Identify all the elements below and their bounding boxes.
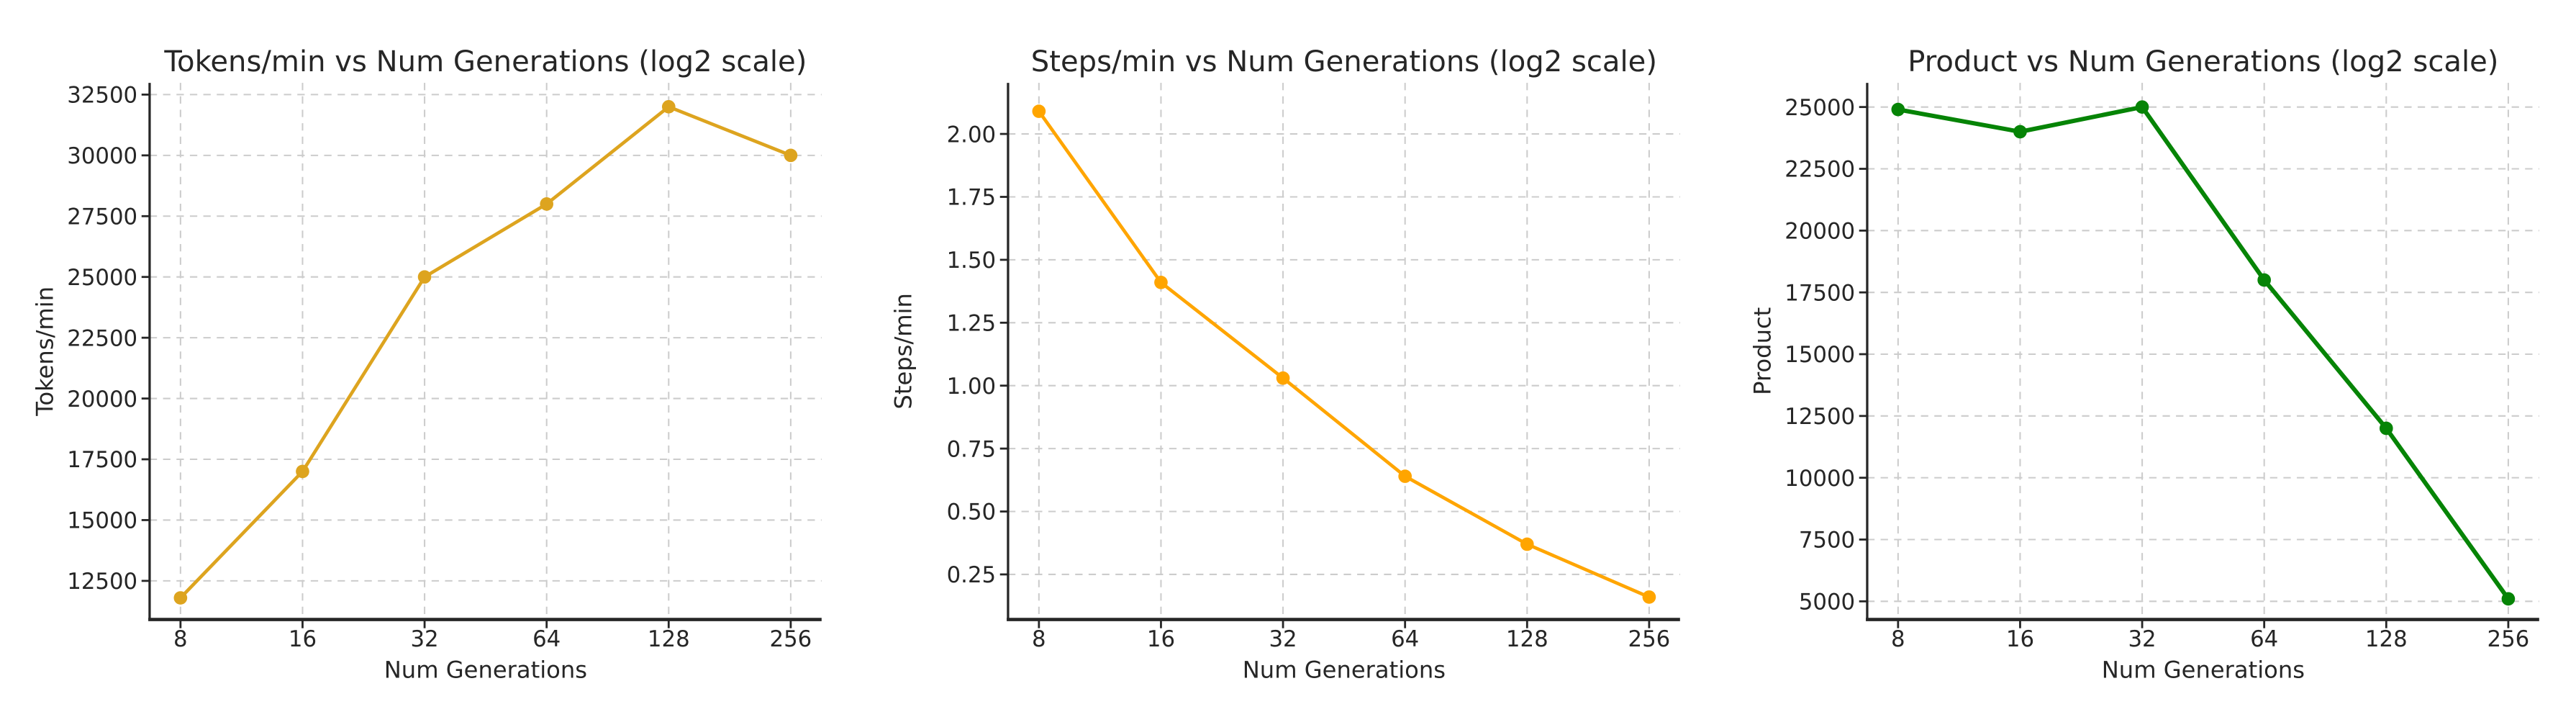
x-tick-label: 128 <box>2365 626 2408 652</box>
x-tick-label: 128 <box>1506 626 1548 652</box>
tick-marks <box>141 94 792 628</box>
x-tick-label: 256 <box>2487 626 2529 652</box>
y-tick-label: 30000 <box>67 143 137 169</box>
tick-marks <box>1000 132 1651 628</box>
y-tick-label: 2.00 <box>947 122 997 148</box>
tokens-min-line-series <box>178 104 793 600</box>
chart-background <box>29 35 830 694</box>
x-axis-label: Num Generations <box>384 657 587 684</box>
product-data-point <box>2501 592 2515 606</box>
product-data-point <box>2379 421 2393 436</box>
chart-background <box>1746 35 2547 694</box>
tokens-min-data-point <box>540 197 554 211</box>
y-tick-label: 22500 <box>1784 157 1855 183</box>
x-tick-label: 64 <box>532 626 561 652</box>
chart-panel-product: 5000 7500 10000 12500 15000 17500 20000 22500 25… <box>1746 12 2547 717</box>
y-tick-label: 15000 <box>1784 342 1855 368</box>
x-tick-label: 8 <box>173 626 188 652</box>
product-data-point <box>2013 125 2027 139</box>
y-tick-label: 0.50 <box>947 500 997 526</box>
steps-min-data-point <box>1154 276 1169 289</box>
x-tick-label: 16 <box>1147 626 1175 652</box>
product-data-point <box>1891 102 1905 117</box>
y-tick-label: 17500 <box>1784 280 1855 306</box>
tick-marks <box>1859 106 2509 628</box>
chart-panel-tokens-per-min: 12500 15000 17500 20000 22500 25000 27500 30000… <box>29 12 830 717</box>
product-chart: 5000 7500 10000 12500 15000 17500 20000 22500 25… <box>1746 35 2547 694</box>
x-tick-label: 64 <box>2250 626 2278 652</box>
grid <box>1867 83 2539 620</box>
grid <box>149 83 822 620</box>
y-tick-label: 20000 <box>1784 219 1855 245</box>
steps-min-data-point <box>1398 469 1412 483</box>
y-tick-label: 15000 <box>67 508 137 534</box>
tokens-min-data-point <box>661 99 676 114</box>
tokens-min-chart: 12500 15000 17500 20000 22500 25000 27500 30000… <box>29 35 830 694</box>
y-tick-label: 12500 <box>1784 404 1855 430</box>
chart-panel-steps-per-min: 0.25 0.50 0.75 1.00 1.25 1.50 1.75 2.00 8 16 32 64 1… <box>887 12 1689 717</box>
x-tick-label: 256 <box>770 626 812 652</box>
y-tick-label: 7500 <box>1798 528 1854 554</box>
steps-min-data-point <box>1642 590 1656 604</box>
y-tick-label: 5000 <box>1798 590 1854 615</box>
y-tick-label: 27500 <box>67 204 137 230</box>
x-tick-label: 16 <box>289 626 317 652</box>
x-tick-label: 8 <box>1032 626 1046 652</box>
x-axis-label: Num Generations <box>1243 657 1446 684</box>
steps-min-line-series <box>1037 109 1651 599</box>
x-tick-label: 16 <box>2006 626 2034 652</box>
tokens-min-data-point <box>296 464 309 479</box>
y-tick-label: 17500 <box>67 447 137 473</box>
steps-min-data-point <box>1276 371 1290 385</box>
y-tick-label: 0.75 <box>947 436 997 462</box>
chart-title: Product vs Num Generations (log2 scale) <box>1908 45 2498 78</box>
product-data-point <box>2135 100 2149 114</box>
x-tick-label: 32 <box>1269 626 1297 652</box>
y-tick-label: 25000 <box>1784 95 1855 121</box>
y-tick-label: 12500 <box>67 569 137 595</box>
y-tick-label: 10000 <box>1784 466 1855 492</box>
chart-title: Steps/min vs Num Generations (log2 scale… <box>1031 45 1657 78</box>
tick-labels: 5000 7500 10000 12500 15000 17500 20000 22500 25… <box>1784 95 2529 652</box>
y-tick-label: 22500 <box>67 325 137 351</box>
y-tick-label: 20000 <box>67 387 137 412</box>
grid <box>1008 83 1681 620</box>
y-tick-label: 0.25 <box>947 562 997 588</box>
steps-min-data-point <box>1520 537 1534 551</box>
chart-background <box>887 35 1689 694</box>
product-data-point <box>2257 273 2271 287</box>
x-tick-label: 32 <box>2128 626 2156 652</box>
x-tick-label: 8 <box>1891 626 1905 652</box>
y-tick-label: 1.75 <box>947 185 997 211</box>
x-tick-label: 128 <box>648 626 690 652</box>
y-axis-label: Product <box>1749 307 1776 395</box>
x-tick-label: 32 <box>410 626 438 652</box>
y-axis-label: Steps/min <box>890 293 917 410</box>
steps-min-chart: 0.25 0.50 0.75 1.00 1.25 1.50 1.75 2.00 8 16 32 64 1… <box>887 35 1689 694</box>
tokens-min-data-point <box>417 270 432 284</box>
steps-min-data-point <box>1032 104 1046 118</box>
y-tick-label: 1.25 <box>947 310 997 336</box>
product-line-series <box>1895 104 2511 601</box>
y-tick-label: 1.50 <box>947 248 997 274</box>
x-axis-label: Num Generations <box>2101 657 2304 684</box>
tokens-min-data-point <box>784 148 798 163</box>
tick-labels: 0.25 0.50 0.75 1.00 1.25 1.50 1.75 2.00 8 16 32 64 1… <box>947 122 1671 652</box>
y-tick-label: 25000 <box>67 265 137 291</box>
tick-labels: 12500 15000 17500 20000 22500 25000 27500 30000… <box>67 83 812 652</box>
x-tick-label: 64 <box>1391 626 1419 652</box>
y-tick-label: 1.00 <box>947 374 997 400</box>
x-tick-label: 256 <box>1628 626 1671 652</box>
chart-title: Tokens/min vs Num Generations (log2 scal… <box>163 45 807 78</box>
tokens-min-data-point <box>173 591 188 605</box>
y-axis-label: Tokens/min <box>32 287 59 417</box>
y-tick-label: 32500 <box>67 83 137 109</box>
